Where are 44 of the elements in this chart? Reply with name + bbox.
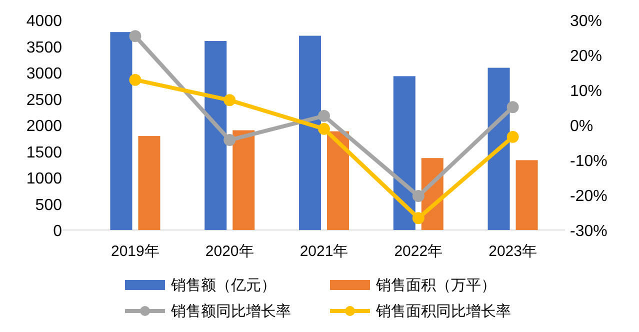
y-tick-label: 4000 [26,13,62,30]
bar [327,131,349,230]
bar [488,68,510,230]
y-tick-label: 3500 [26,39,62,56]
y-tick-label: 2000 [26,118,62,135]
bar [393,76,416,230]
x-tick-label: 2019年 [111,243,160,260]
y2-tick-label: 30% [570,13,602,30]
point [129,74,142,86]
point [506,130,519,143]
bar [299,36,321,230]
bar [110,32,132,230]
y-tick-label: 1000 [26,170,62,188]
point [318,122,330,135]
bar [138,136,160,230]
legend-label: 销售额（亿元） [170,277,276,294]
point [224,94,236,106]
x-tick-label: 2021年 [300,243,348,260]
point [412,190,424,202]
point [412,212,424,224]
x-tick-label: 2022年 [394,243,443,260]
point [224,134,236,146]
y2-tick-label: 20% [570,48,602,65]
y-tick-label: 2500 [26,92,62,109]
y2-tick-label: -30% [570,223,608,240]
y2-tick-label: 0% [570,118,594,135]
y2-tick-label: 10% [570,83,602,100]
x-tick-label: 2020年 [205,243,254,260]
x-tick-label: 2023年 [488,243,537,260]
legend-label: 销售面积（万平） [375,277,496,294]
y-tick-label: 0 [53,223,62,240]
y2-tick-label: -10% [570,153,608,170]
bar [232,130,255,230]
point [129,30,142,42]
y-tick-label: 3000 [26,66,62,82]
y-tick-label: 1500 [26,144,62,162]
legend-label: 销售额同比增长率 [170,303,291,320]
point [506,101,519,114]
bar [204,41,227,230]
point [318,110,330,122]
legend-label: 销售面积同比增长率 [375,303,511,320]
y2-tick-label: -20% [570,188,608,205]
bar [516,160,538,230]
y-tick-label: 500 [35,196,62,214]
